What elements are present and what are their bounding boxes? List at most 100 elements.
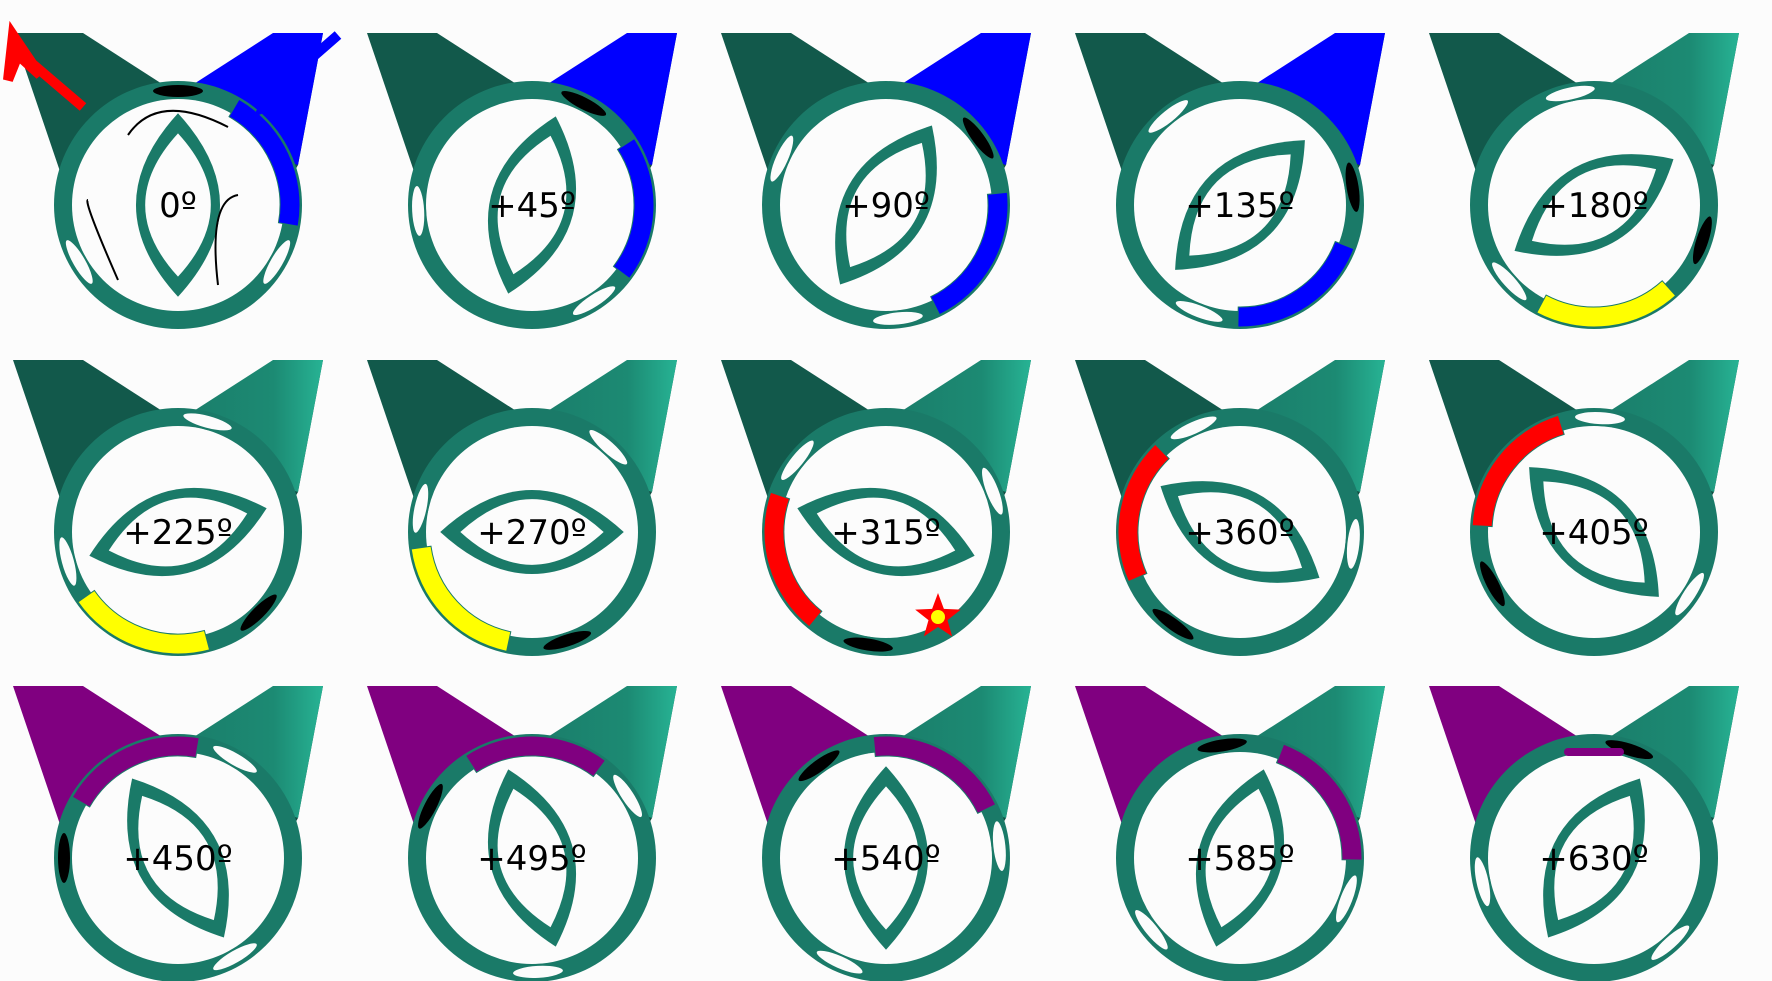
apex-seal (814, 948, 865, 976)
port-opening (559, 89, 609, 118)
rotor (440, 489, 624, 575)
stage-panel: +315º (721, 360, 1031, 656)
apex-seal (211, 941, 259, 973)
rotor (135, 113, 221, 297)
rotor (1529, 467, 1659, 597)
port-opening (796, 748, 842, 784)
apex-seal (510, 963, 565, 980)
rotor (797, 488, 975, 576)
stage-panel: +495º (367, 686, 677, 981)
angle-label: +405º (1539, 513, 1648, 553)
angle-label: +360º (1185, 513, 1294, 553)
combustion-chamber (1471, 414, 1565, 528)
apex-seal (980, 465, 1005, 517)
intake-chamber (612, 137, 655, 280)
rotor (89, 488, 267, 576)
intake-chamber (228, 98, 301, 227)
rotor (835, 125, 937, 285)
apex-seal (1173, 299, 1225, 324)
rotor-core (497, 788, 567, 928)
apex-seal (63, 238, 95, 286)
angle-label: +450º (123, 839, 232, 879)
rotor (488, 116, 576, 294)
angle-label: +630º (1539, 839, 1648, 879)
angle-label: +90º (842, 186, 930, 226)
rotor-core (846, 142, 926, 268)
stage-panel: +630º (1429, 686, 1739, 981)
apex-seal (211, 743, 259, 775)
angle-label: +495º (477, 839, 586, 879)
rotor (1160, 481, 1320, 583)
port-opening (416, 781, 445, 831)
apex-seal (181, 411, 234, 433)
rotation-arrow-icon (127, 109, 229, 136)
port-opening (1195, 736, 1249, 755)
rotor-core (460, 499, 604, 565)
stage-panel: +360º (1075, 360, 1385, 656)
intake-chamber (930, 191, 1009, 316)
stage-panel: +135º (1075, 33, 1385, 329)
rotation-direction-arrows (3, 20, 342, 286)
apex-seal (1168, 414, 1219, 442)
rotor-core (1531, 165, 1657, 245)
apex-seal (779, 438, 816, 482)
rotor (488, 769, 576, 947)
stage-panel: +405º (1429, 360, 1739, 656)
exhaust-chamber (1275, 743, 1363, 861)
rotor-core (1205, 788, 1275, 928)
rotor (1543, 778, 1645, 938)
rotor-core (1189, 154, 1291, 256)
apex-seal (1490, 260, 1529, 303)
angle-label: +270º (477, 513, 586, 553)
intake-chamber (1237, 240, 1355, 328)
rotor-core (108, 497, 248, 567)
intake-arrow-icon (253, 31, 342, 117)
port-opening (841, 635, 895, 654)
port-opening (55, 831, 72, 885)
stage-panel: +180º (1429, 33, 1739, 329)
apex-seal (1133, 908, 1170, 952)
stage-panel: +540º (721, 686, 1031, 981)
exhaust-chamber (464, 735, 607, 778)
port-opening (1690, 214, 1714, 267)
apex-seal (1649, 923, 1692, 962)
stage-panel: +45º (367, 33, 677, 329)
apex-seal (410, 183, 427, 238)
apex-seal (570, 284, 618, 317)
stage-panel: +90º (721, 33, 1031, 329)
rotation-arrow-icon (214, 194, 239, 286)
stage-panel: +270º (367, 360, 677, 656)
rotor (1196, 769, 1284, 947)
rotor-core (497, 135, 567, 275)
combustion-chamber (763, 491, 823, 628)
rotor-core (853, 786, 919, 930)
rotor (1175, 140, 1305, 270)
stage-panel: +585º (1075, 686, 1385, 981)
rotor-core (1543, 481, 1645, 583)
compression-chamber (1536, 280, 1677, 328)
angle-label: +180º (1539, 186, 1648, 226)
rotor-core (1177, 492, 1303, 572)
apex-seal (1543, 83, 1597, 104)
exhaust-chamber (872, 735, 997, 814)
stage-panel: 0º (13, 33, 323, 329)
apex-seal (871, 309, 925, 327)
port-opening (151, 83, 205, 99)
apex-seal (1572, 410, 1627, 427)
apex-seal (1472, 855, 1493, 909)
rotor (127, 778, 229, 938)
compression-chamber (77, 589, 211, 655)
port-opening (960, 115, 996, 161)
port-opening (541, 628, 594, 652)
spark-core (931, 610, 945, 624)
rotor-core (145, 133, 211, 277)
apex-seal (1334, 873, 1359, 925)
rotor (1514, 154, 1674, 256)
rotation-arrow-icon (86, 199, 119, 281)
exhaust-chamber (1564, 748, 1624, 756)
angle-label: +315º (831, 513, 940, 553)
port-opening (1603, 738, 1656, 762)
apex-seal (768, 133, 796, 184)
stage-panel: +225º (13, 360, 323, 656)
